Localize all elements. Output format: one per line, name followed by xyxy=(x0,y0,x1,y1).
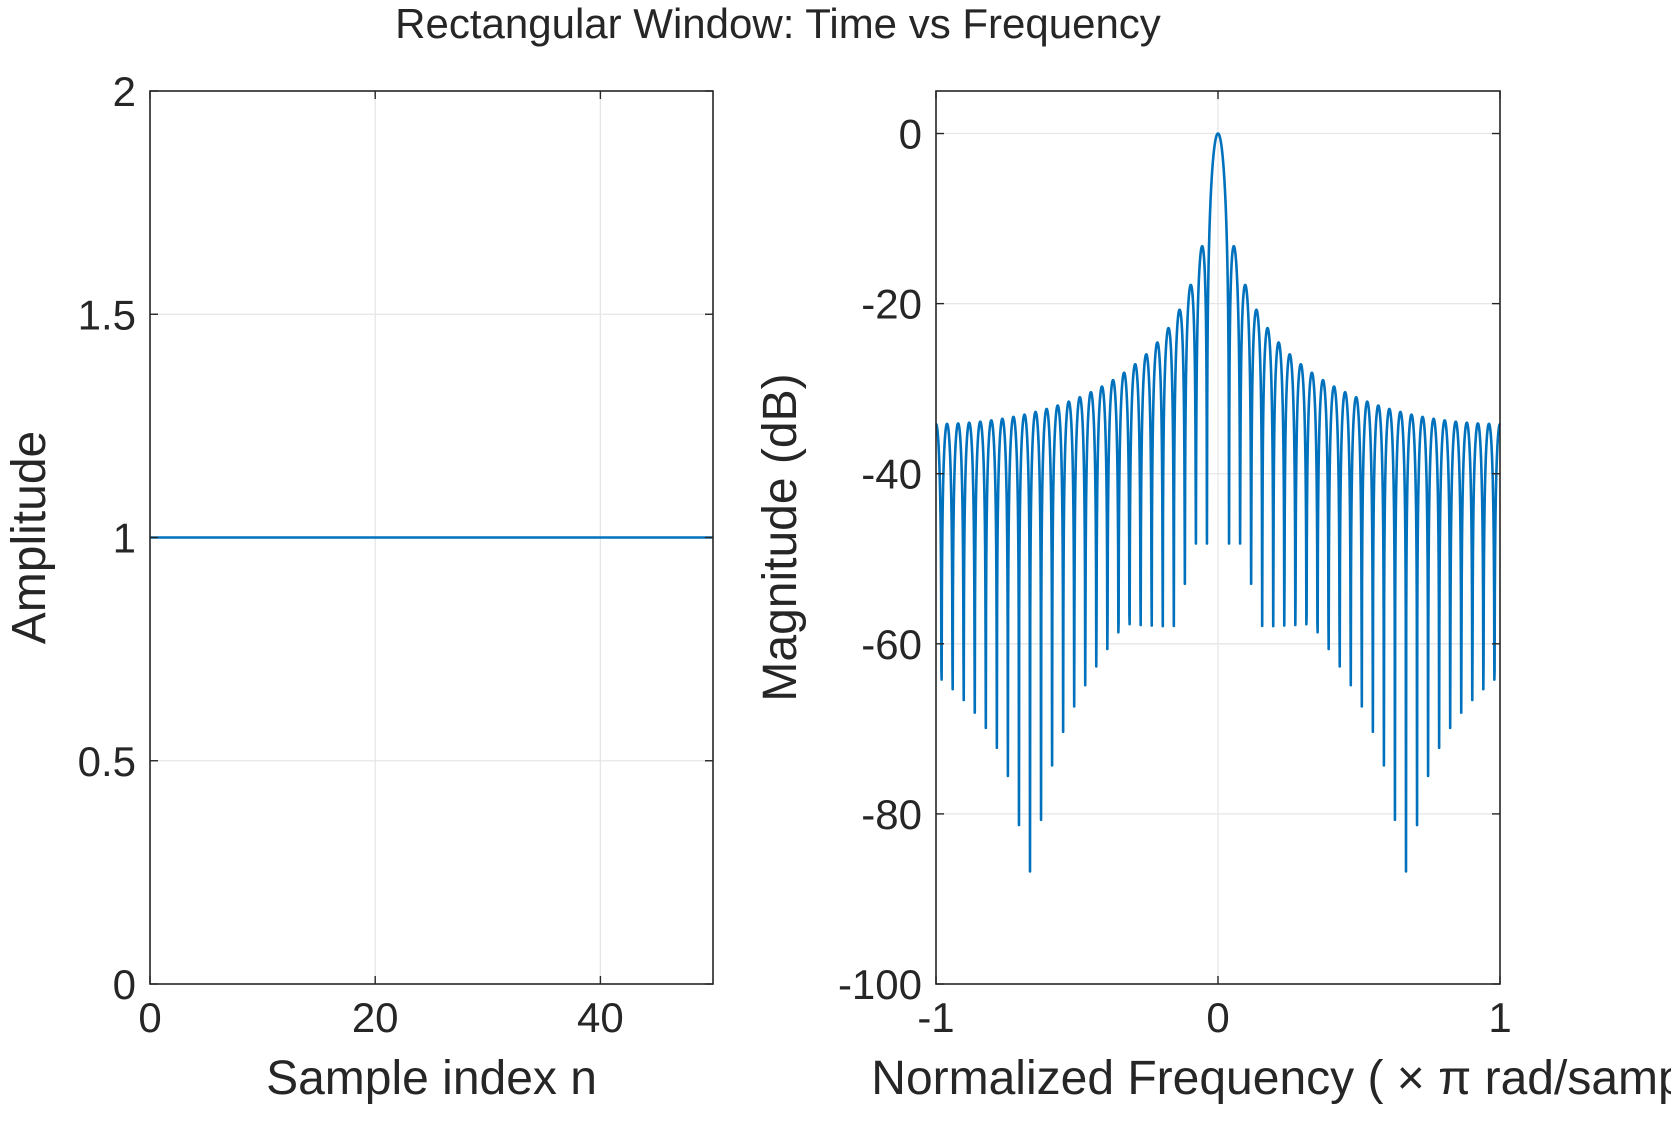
freq-y-axis-label: Magnitude (dB) xyxy=(754,373,807,701)
time-y-axis-label: Amplitude xyxy=(3,431,56,644)
freq-x-tick-label: 0 xyxy=(1206,994,1229,1041)
freq-y-tick-label: -20 xyxy=(861,281,922,328)
time-y-tick-label: 2 xyxy=(113,68,136,115)
time-x-tick-label: 0 xyxy=(138,994,161,1041)
time-y-tick-label: 0 xyxy=(113,961,136,1008)
freq-x-tick-label: 1 xyxy=(1488,994,1511,1041)
time-y-tick-label: 1.5 xyxy=(78,291,136,338)
time-y-tick-label: 1 xyxy=(113,515,136,562)
freq-y-tick-label: 0 xyxy=(899,111,922,158)
frequency-domain-axes: -1 0 1 -100 -80 -60 -40 -20 0 Normalized Frequenc… xyxy=(754,90,1671,1105)
figure-title: Rectangular Window: Time vs Frequency xyxy=(395,0,1161,47)
freq-y-tick-label: -40 xyxy=(861,451,922,498)
time-y-tick-label: 0.5 xyxy=(78,738,136,785)
freq-y-tick-label: -80 xyxy=(861,791,922,838)
time-x-tick-label: 40 xyxy=(577,994,624,1041)
freq-x-axis-label: Normalized Frequency ( × π rad/samp xyxy=(871,1052,1671,1105)
time-x-axis-label: Sample index n xyxy=(266,1052,597,1105)
frequency-response-line xyxy=(934,132,1502,873)
freq-x-tick-label: -1 xyxy=(917,994,954,1041)
time-domain-axes: 0 20 40 0 0.5 1 1.5 2 Sample index n Amplitude xyxy=(3,68,714,1105)
freq-y-tick-label: -60 xyxy=(861,621,922,668)
freq-y-tick-label: -100 xyxy=(838,961,922,1008)
time-x-tick-label: 20 xyxy=(352,994,399,1041)
